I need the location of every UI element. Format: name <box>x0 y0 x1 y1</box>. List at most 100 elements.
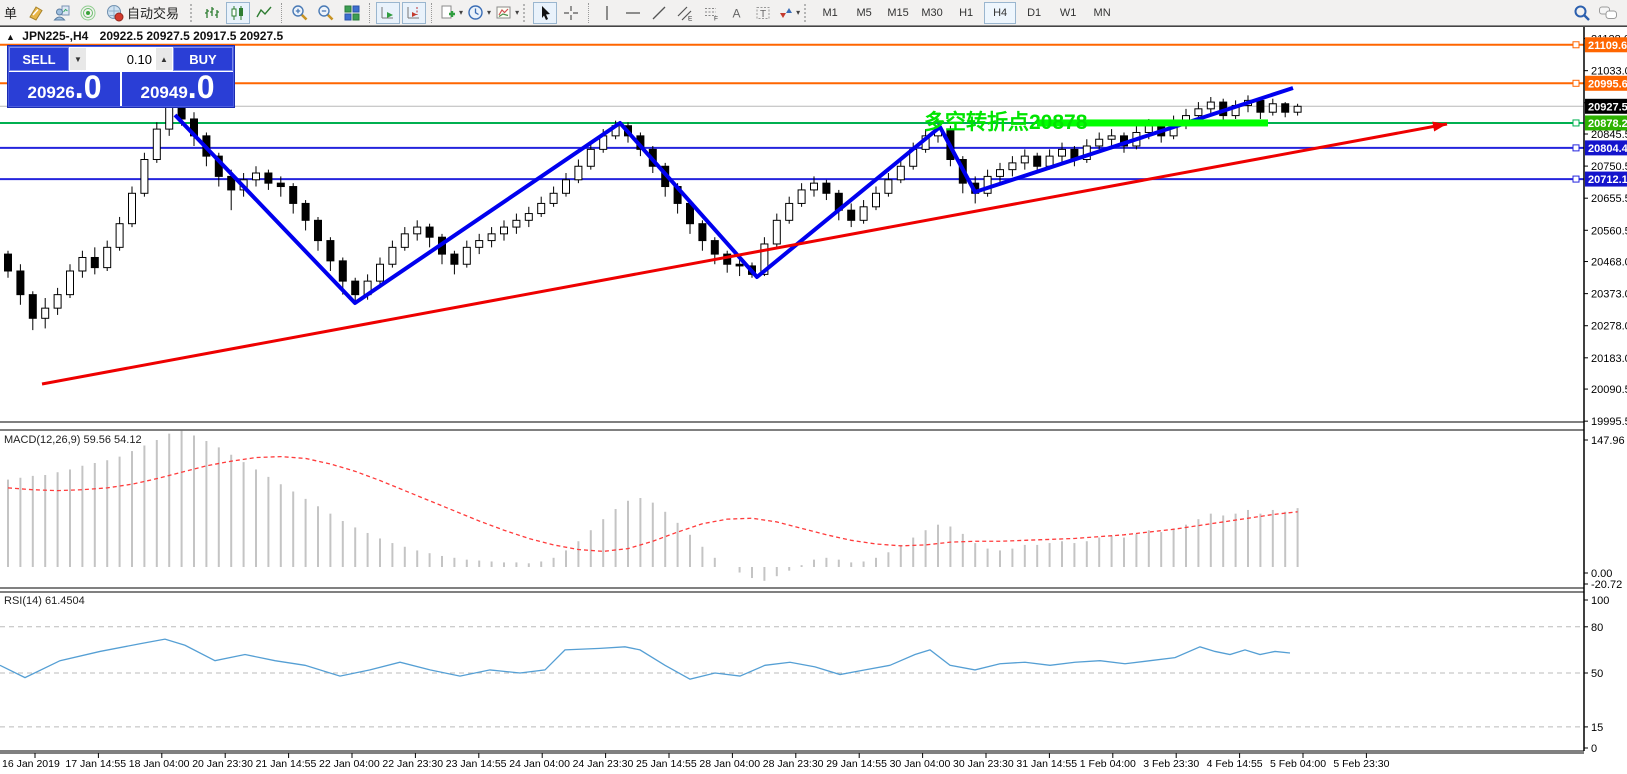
collapse-arrow-icon[interactable]: ▲ <box>6 32 15 42</box>
sell-price[interactable]: 20926 .0 <box>9 72 120 106</box>
vertical-line-button[interactable] <box>595 2 619 24</box>
time-axis-label[interactable]: 28 Jan 23:30 <box>763 758 824 770</box>
chart-shift-icon <box>407 6 420 18</box>
time-axis-label[interactable]: 30 Jan 04:00 <box>890 758 951 770</box>
toolbar-drag-handle[interactable] <box>190 3 197 22</box>
volume-decrease-button[interactable]: ▼ <box>70 48 86 70</box>
time-axis-label[interactable]: 22 Jan 04:00 <box>319 758 380 770</box>
candle-body <box>859 206 868 221</box>
timeframe-W1[interactable]: W1 <box>1059 6 1077 19</box>
candle-body <box>500 226 508 235</box>
time-axis-label[interactable]: 3 Feb 23:30 <box>1143 758 1199 770</box>
fibonacci-button[interactable]: F <box>699 2 723 24</box>
search-button[interactable] <box>1570 2 1594 24</box>
indicators-button[interactable]: ▾ <box>494 2 520 24</box>
time-axis-label[interactable]: 31 Jan 14:55 <box>1016 758 1077 770</box>
horizontal-line-icon <box>626 11 641 14</box>
toolbar-group-right <box>1569 2 1621 24</box>
hline-anchor-20878.2[interactable] <box>1572 119 1580 127</box>
time-axis-label[interactable]: 5 Feb 23:30 <box>1333 758 1389 770</box>
red-trend-arrow-line[interactable] <box>41 122 1448 386</box>
new-chart-button[interactable]: ▾ <box>438 2 464 24</box>
menu-label[interactable]: 单 <box>4 6 18 21</box>
time-axis-label[interactable]: 22 Jan 23:30 <box>382 758 443 770</box>
timeframe-M15[interactable]: M15 <box>887 6 909 19</box>
signals-button[interactable] <box>76 2 100 24</box>
line-chart-button[interactable] <box>252 2 276 24</box>
time-axis-label[interactable]: 24 Jan 23:30 <box>573 758 634 770</box>
arrows-button[interactable]: ▾ <box>777 2 801 24</box>
periods-button[interactable]: ▾ <box>466 2 492 24</box>
timeframe-MN[interactable]: MN <box>1093 6 1111 19</box>
pane-splitter[interactable] <box>0 588 1584 592</box>
dropdown-caret: ▾ <box>515 8 520 17</box>
new-order-button[interactable] <box>24 2 48 24</box>
autotrading-button[interactable]: 自动交易 <box>102 2 187 24</box>
text-label-button[interactable]: T <box>751 2 775 24</box>
time-axis-label[interactable]: 16 Jan 2019 <box>2 758 60 770</box>
price-tag-20804.4 <box>1585 140 1627 156</box>
chart-title: ▲ JPN225-,H4 20922.5 20927.5 20917.5 209… <box>6 29 283 43</box>
tile-windows-button[interactable] <box>340 2 364 24</box>
candle-body <box>388 246 397 265</box>
chat-button[interactable] <box>1596 2 1620 24</box>
candlestick-chart-button[interactable] <box>226 1 251 24</box>
time-axis-label[interactable]: 4 Feb 14:55 <box>1207 758 1263 770</box>
sell-button[interactable]: SELL <box>9 47 69 71</box>
toolbar-drag-handle[interactable] <box>523 3 530 22</box>
zoom-in-button[interactable] <box>288 2 312 24</box>
time-axis-label[interactable]: 1 Feb 04:00 <box>1080 758 1136 770</box>
price-tick-label: 20278.0 <box>1591 321 1627 333</box>
chat-icon <box>1599 6 1617 19</box>
buy-button[interactable]: BUY <box>173 47 233 71</box>
volume-increase-button[interactable]: ▲ <box>156 48 172 70</box>
equidistant-channel-button[interactable]: E <box>673 2 697 24</box>
pane-splitter[interactable] <box>0 422 1584 430</box>
bar-chart-button[interactable] <box>200 2 224 24</box>
crosshair-button[interactable] <box>559 2 583 24</box>
candle-body <box>735 263 744 267</box>
timeframe-M1[interactable]: M1 <box>822 6 838 19</box>
hline-anchor-20804.4[interactable] <box>1572 144 1580 152</box>
cursor-button[interactable] <box>533 1 558 24</box>
timeframe-H1[interactable]: H1 <box>959 6 974 19</box>
toolbar-drag-handle[interactable] <box>804 3 811 22</box>
blue-zigzag-trendline[interactable] <box>173 86 1294 305</box>
timeframe-D1[interactable]: D1 <box>1027 6 1042 19</box>
price-tick-label: 19995.5 <box>1591 416 1627 428</box>
green-highlight-bar[interactable] <box>1037 119 1268 127</box>
horizontal-line-button[interactable] <box>621 2 645 24</box>
time-axis-label[interactable]: 17 Jan 14:55 <box>65 758 126 770</box>
hline-anchor-20995.6[interactable] <box>1572 79 1580 87</box>
hline-anchor-21109.6[interactable] <box>1572 41 1580 49</box>
time-axis-label[interactable]: 28 Jan 04:00 <box>699 758 760 770</box>
time-axis-label[interactable]: 30 Jan 23:30 <box>953 758 1014 770</box>
price-tick-label: 20750.5 <box>1591 161 1627 173</box>
time-axis-label[interactable]: 24 Jan 04:00 <box>509 758 570 770</box>
timeframe-M30[interactable]: M30 <box>921 6 943 19</box>
red-trend-arrowhead[interactable] <box>1432 121 1447 132</box>
text-button[interactable]: A <box>725 2 749 24</box>
timeframe-H4[interactable]: H4 <box>984 1 1017 24</box>
time-axis-label[interactable]: 25 Jan 14:55 <box>636 758 697 770</box>
time-axis-label[interactable]: 5 Feb 04:00 <box>1270 758 1326 770</box>
chart-text-annotation[interactable]: 多空转折点20878 <box>924 111 1088 134</box>
line-chart-icon <box>256 6 272 17</box>
candle-body <box>289 186 298 204</box>
time-axis-label[interactable]: 18 Jan 04:00 <box>129 758 190 770</box>
zoom-out-button[interactable] <box>314 2 338 24</box>
candle-body <box>1206 101 1215 110</box>
auto-scroll-button[interactable] <box>376 1 401 24</box>
buy-price[interactable]: 20949 .0 <box>122 72 233 106</box>
volume-input[interactable] <box>86 50 156 68</box>
hline-anchor-20712.1[interactable] <box>1572 175 1580 183</box>
timeframe-M5[interactable]: M5 <box>856 6 872 19</box>
time-axis-label[interactable]: 23 Jan 14:55 <box>446 758 507 770</box>
time-axis-label[interactable]: 21 Jan 14:55 <box>256 758 317 770</box>
trendline-button[interactable] <box>647 2 671 24</box>
chart-shift-button[interactable] <box>402 1 427 24</box>
time-axis-label[interactable]: 20 Jan 23:30 <box>192 758 253 770</box>
time-axis-label[interactable]: 29 Jan 14:55 <box>826 758 887 770</box>
accounts-button[interactable] <box>50 2 74 24</box>
